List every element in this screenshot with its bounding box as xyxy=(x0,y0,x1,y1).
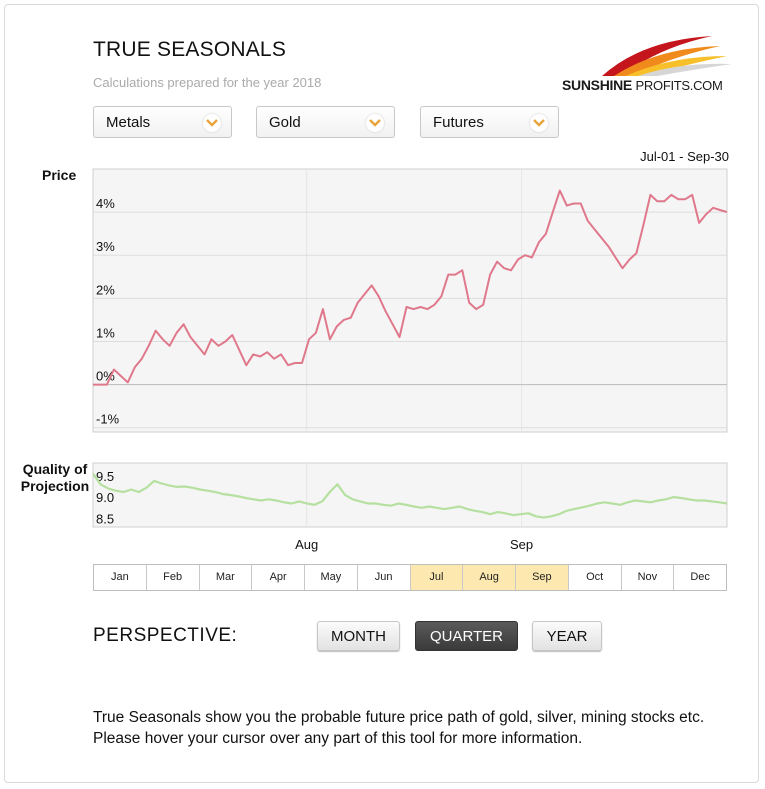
price-series-line xyxy=(93,189,728,386)
month-button-jun[interactable]: Jun xyxy=(357,565,411,590)
month-button-apr[interactable]: Apr xyxy=(252,565,305,590)
page-subtitle: Calculations prepared for the year 2018 xyxy=(93,75,322,90)
price-y-tick-label: -1% xyxy=(96,412,120,427)
price-y-tick-label: 1% xyxy=(96,325,115,340)
month-button-dec[interactable]: Dec xyxy=(674,565,726,590)
month-button-nov[interactable]: Nov xyxy=(621,565,675,590)
month-button-feb[interactable]: Feb xyxy=(146,565,200,590)
logo-swoosh-icon xyxy=(602,36,732,76)
market-select-value: Metals xyxy=(106,114,151,131)
quality-y-tick-label: 9.0 xyxy=(96,490,114,505)
asset-select[interactable]: Gold xyxy=(256,106,395,138)
month-button-mar[interactable]: Mar xyxy=(199,565,253,590)
quarter-perspective-button[interactable]: QUARTER xyxy=(415,621,518,651)
logo-text: SUNSHINE PROFITS.COM xyxy=(562,77,723,93)
quality-series-line xyxy=(92,473,728,519)
month-button-jul[interactable]: Jul xyxy=(410,565,464,590)
chevron-down-icon xyxy=(366,114,384,132)
price-plot-area xyxy=(92,168,728,433)
year-perspective-button[interactable]: YEAR xyxy=(532,621,602,651)
quality-axis-label: Quality of Projection xyxy=(17,461,93,495)
month-button-oct[interactable]: Oct xyxy=(568,565,622,590)
logo-text-sunshine: SUNSHINE xyxy=(562,77,632,93)
chevron-down-icon xyxy=(530,114,548,132)
month-button-jan[interactable]: Jan xyxy=(94,565,147,590)
logo-text-profits: PROFITS.COM xyxy=(635,78,723,93)
price-axis-label: Price xyxy=(42,167,77,183)
market-select[interactable]: Metals xyxy=(93,106,232,138)
page-title: TRUE SEASONALS xyxy=(93,38,287,61)
price-y-tick-label: 2% xyxy=(96,282,115,297)
month-button-may[interactable]: May xyxy=(305,565,358,590)
month-perspective-button[interactable]: MONTH xyxy=(317,621,400,651)
chevron-down-icon xyxy=(203,114,221,132)
month-button-sep[interactable]: Sep xyxy=(516,565,569,590)
month-selector: Jan Feb Mar Apr May Jun Jul Aug Sep Oct Nov Dec xyxy=(93,564,727,591)
asset-select-value: Gold xyxy=(269,114,301,131)
x-tick-label-sep: Sep xyxy=(510,537,533,552)
quality-plot-area xyxy=(92,462,728,528)
instrument-select[interactable]: Futures xyxy=(420,106,559,138)
description-text: True Seasonals show you the probable fut… xyxy=(93,709,705,747)
perspective-label: PERSPECTIVE: xyxy=(93,625,238,646)
price-y-tick-label: 4% xyxy=(96,196,115,211)
quality-label-line1: Quality of xyxy=(22,461,88,477)
instrument-select-value: Futures xyxy=(433,114,484,131)
price-y-tick-label: 0% xyxy=(96,369,115,384)
x-tick-label-aug: Aug xyxy=(295,537,318,552)
date-range: Jul-01 - Sep-30 xyxy=(640,149,729,164)
price-y-tick-label: 3% xyxy=(96,239,115,254)
quality-y-tick-label: 9.5 xyxy=(96,469,114,484)
quality-label-line2: Projection xyxy=(20,478,90,494)
sunshine-profits-logo[interactable]: SUNSHINE PROFITS.COM xyxy=(562,30,732,100)
month-button-aug[interactable]: Aug xyxy=(463,565,516,590)
quality-y-tick-label: 8.5 xyxy=(96,511,114,526)
